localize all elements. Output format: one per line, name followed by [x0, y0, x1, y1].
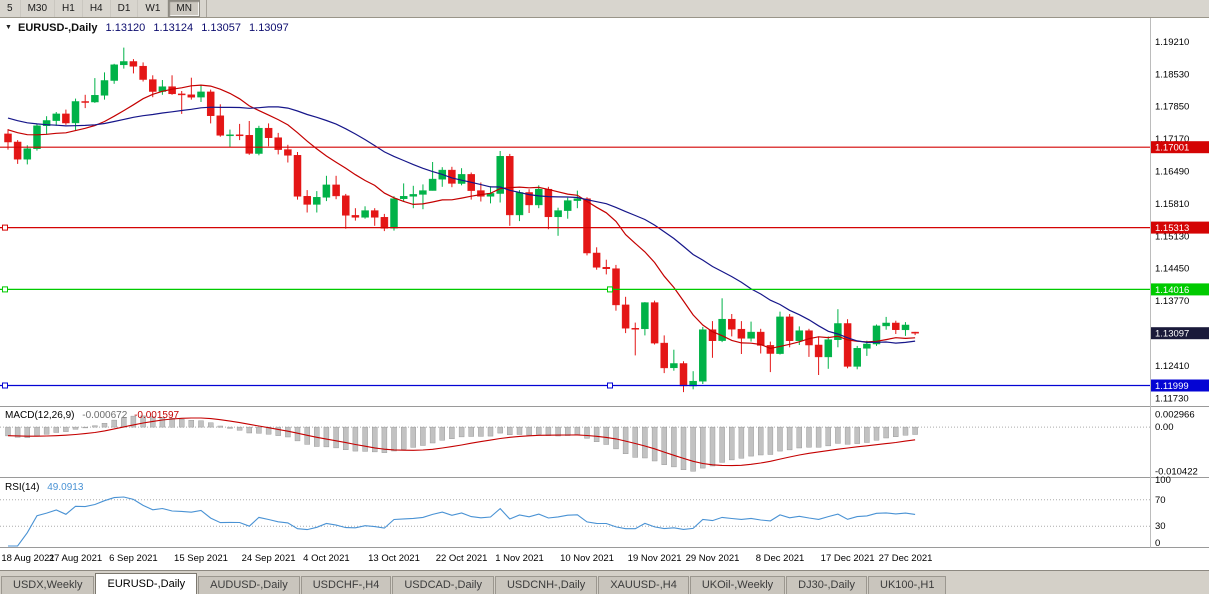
- svg-text:27 Aug 2021: 27 Aug 2021: [49, 553, 102, 564]
- svg-text:1.15313: 1.15313: [1155, 223, 1189, 234]
- svg-text:15 Sep 2021: 15 Sep 2021: [174, 553, 228, 564]
- line-handle-left[interactable]: [2, 382, 8, 389]
- svg-text:10 Nov 2021: 10 Nov 2021: [560, 553, 614, 564]
- chart-svg[interactable]: 1.19210 1.18530 1.17850 1.17170 1.16490 1.158…: [0, 18, 1209, 570]
- svg-text:6 Sep 2021: 6 Sep 2021: [109, 553, 158, 564]
- rsi-label: RSI(14): [5, 482, 40, 493]
- tab-usdcad-daily[interactable]: USDCAD-,Daily: [392, 576, 494, 594]
- svg-text:1.12410: 1.12410: [1155, 361, 1189, 372]
- ohlc-high: 1.13124: [153, 22, 194, 34]
- tab-dj30-daily[interactable]: DJ30-,Daily: [786, 576, 868, 594]
- svg-text:17 Dec 2021: 17 Dec 2021: [821, 553, 875, 564]
- price-tag-1.14016: 1.14016: [1151, 283, 1209, 296]
- svg-text:0.002966: 0.002966: [1155, 410, 1195, 421]
- chart-symbol-label: EURUSD-,Daily: [18, 22, 98, 34]
- svg-text:8 Dec 2021: 8 Dec 2021: [756, 553, 805, 564]
- chart-window[interactable]: 1.19210 1.18530 1.17850 1.17170 1.16490 1.158…: [0, 18, 1209, 570]
- timeframe-button-5[interactable]: 5: [0, 0, 21, 17]
- svg-text:1.11730: 1.11730: [1155, 393, 1189, 404]
- svg-text:4 Oct 2021: 4 Oct 2021: [303, 553, 349, 564]
- svg-text:1.15810: 1.15810: [1155, 199, 1189, 210]
- macd-signal-value: -0.001597: [134, 410, 180, 421]
- chart-dropdown-icon[interactable]: ▼: [5, 24, 12, 31]
- ohlc-low: 1.13057: [201, 22, 241, 34]
- ohlc-open: 1.13120: [105, 22, 146, 34]
- timeframe-button-m30[interactable]: M30: [21, 0, 56, 17]
- timeframe-button-h1[interactable]: H1: [55, 0, 83, 17]
- svg-text:30: 30: [1155, 521, 1166, 532]
- tab-eurusd-daily[interactable]: EURUSD-,Daily: [95, 573, 198, 594]
- svg-text:70: 70: [1155, 495, 1166, 506]
- line-handle-left[interactable]: [2, 286, 8, 293]
- current-price-tag: 1.13097: [1151, 327, 1209, 340]
- rsi-line: [8, 496, 916, 547]
- svg-text:1.17170: 1.17170: [1155, 134, 1189, 145]
- tab-ukoil-weekly[interactable]: UKOil-,Weekly: [689, 576, 786, 594]
- moving-average-13: [7, 84, 916, 350]
- svg-text:100: 100: [1155, 475, 1171, 486]
- price-tag-1.15313: 1.15313: [1151, 221, 1209, 234]
- tab-usdcnh-daily[interactable]: USDCNH-,Daily: [494, 576, 598, 594]
- svg-text:1.14016: 1.14016: [1155, 285, 1189, 296]
- tab-uk100-h1[interactable]: UK100-,H1: [868, 576, 947, 594]
- macd-label: MACD(12,26,9): [5, 410, 75, 421]
- macd-indicator-header: MACD(12,26,9) -0.000672 -0.001597: [5, 410, 179, 421]
- tab-usdx-weekly[interactable]: USDX,Weekly: [1, 576, 95, 594]
- svg-text:1.18530: 1.18530: [1155, 69, 1189, 80]
- svg-text:0.00: 0.00: [1155, 422, 1174, 433]
- timeframe-button-h4[interactable]: H4: [83, 0, 111, 17]
- svg-text:19 Nov 2021: 19 Nov 2021: [628, 553, 682, 564]
- tab-audusd-daily[interactable]: AUDUSD-,Daily: [198, 576, 300, 594]
- svg-text:1.16490: 1.16490: [1155, 167, 1189, 178]
- rsi-indicator-header: RSI(14) 49.0913: [5, 482, 83, 493]
- right-axis-labels: 1.19210 1.18530 1.17850 1.17170 1.16490 1.158…: [1155, 37, 1198, 549]
- timeframe-button-d1[interactable]: D1: [111, 0, 139, 17]
- svg-text:0: 0: [1155, 538, 1160, 549]
- line-handle-center[interactable]: [607, 382, 613, 389]
- line-handle-left[interactable]: [2, 224, 8, 231]
- svg-text:1.13770: 1.13770: [1155, 296, 1189, 307]
- svg-text:1.11999: 1.11999: [1155, 381, 1189, 392]
- svg-text:1 Nov 2021: 1 Nov 2021: [495, 553, 544, 564]
- chart-tab-bar: USDX,Weekly EURUSD-,Daily AUDUSD-,Daily USD…: [0, 570, 1209, 594]
- ohlc-close: 1.13097: [249, 22, 289, 34]
- candlestick-series: [4, 47, 919, 393]
- svg-text:13 Oct 2021: 13 Oct 2021: [368, 553, 420, 564]
- timeframe-button-mn[interactable]: MN: [168, 0, 200, 17]
- toolbar-separator: [202, 0, 207, 17]
- timeframe-toolbar: 5 M30 H1 H4 D1 W1 MN: [0, 0, 1209, 18]
- svg-text:1.15130: 1.15130: [1155, 231, 1189, 242]
- macd-main-value: -0.000672: [82, 410, 128, 421]
- macd-signal-line: [7, 417, 916, 467]
- svg-text:-0.010422: -0.010422: [1155, 466, 1198, 477]
- svg-text:1.17850: 1.17850: [1155, 102, 1189, 113]
- tab-xauusd-h4[interactable]: XAUUSD-,H4: [598, 576, 689, 594]
- line-handle-center[interactable]: [607, 286, 613, 293]
- svg-text:24 Sep 2021: 24 Sep 2021: [242, 553, 296, 564]
- chart-ohlc-header: ▼ EURUSD-,Daily 1.13120 1.13124 1.13057 …: [5, 22, 289, 34]
- svg-text:1.14450: 1.14450: [1155, 264, 1189, 275]
- moving-average-26: [7, 106, 916, 344]
- svg-text:22 Oct 2021: 22 Oct 2021: [436, 553, 488, 564]
- timeframe-button-w1[interactable]: W1: [138, 0, 169, 17]
- tab-usdchf-h4[interactable]: USDCHF-,H4: [300, 576, 392, 594]
- svg-text:29 Nov 2021: 29 Nov 2021: [686, 553, 740, 564]
- price-tag-1.11999: 1.11999: [1151, 379, 1209, 392]
- svg-text:27 Dec 2021: 27 Dec 2021: [879, 553, 933, 564]
- svg-text:1.19210: 1.19210: [1155, 37, 1189, 48]
- rsi-value: 49.0913: [47, 482, 84, 493]
- svg-text:1.13097: 1.13097: [1155, 329, 1189, 340]
- svg-text:18 Aug 2021: 18 Aug 2021: [1, 553, 54, 564]
- svg-text:1.17001: 1.17001: [1155, 143, 1189, 154]
- price-tag-1.17001: 1.17001: [1151, 141, 1209, 154]
